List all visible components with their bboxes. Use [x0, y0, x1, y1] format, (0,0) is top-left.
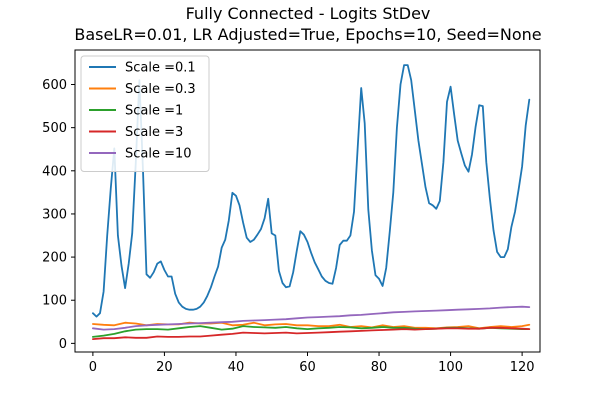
y-tick-label: 200 — [42, 251, 67, 266]
x-tick-label: 120 — [510, 360, 535, 375]
y-tick-label: 300 — [42, 207, 67, 222]
x-tick-label: 80 — [371, 360, 388, 375]
chart-subtitle: BaseLR=0.01, LR Adjusted=True, Epochs=10… — [74, 25, 541, 44]
legend-label: Scale =0.1 — [125, 61, 196, 76]
series-layer — [92, 64, 531, 340]
y-tick-label: 100 — [42, 294, 67, 309]
x-tick-label: 0 — [89, 360, 97, 375]
legend-label: Scale =1 — [125, 104, 183, 119]
y-tick-label: 600 — [42, 78, 67, 93]
x-tick-label: 20 — [156, 360, 173, 375]
legend-box — [80, 55, 210, 172]
x-tick-label: 60 — [299, 360, 316, 375]
legend-label: Scale =3 — [125, 125, 183, 140]
ticks-layer: 0 20 40 60 80 100 120 0 100 200 300 400 500 600 — [42, 78, 534, 375]
series-line-4 — [92, 305, 531, 331]
y-tick-label: 0 — [59, 337, 67, 352]
series-line-0 — [92, 64, 531, 318]
x-tick-label: 40 — [228, 360, 245, 375]
series-line-3 — [92, 326, 531, 340]
x-tick-label: 100 — [438, 360, 463, 375]
y-tick-label: 500 — [42, 121, 67, 136]
chart-title: Fully Connected - Logits StDev — [186, 4, 431, 23]
legend-label: Scale =0.3 — [125, 82, 196, 97]
plot-area: 0 20 40 60 80 100 120 0 100 200 300 400 500 600 — [42, 49, 541, 375]
legend-label: Scale =10 — [125, 147, 192, 162]
legend: Scale =0.1 Scale =0.3 Scale =1 Scale =3 Scal… — [80, 55, 210, 172]
y-tick-label: 400 — [42, 164, 67, 179]
